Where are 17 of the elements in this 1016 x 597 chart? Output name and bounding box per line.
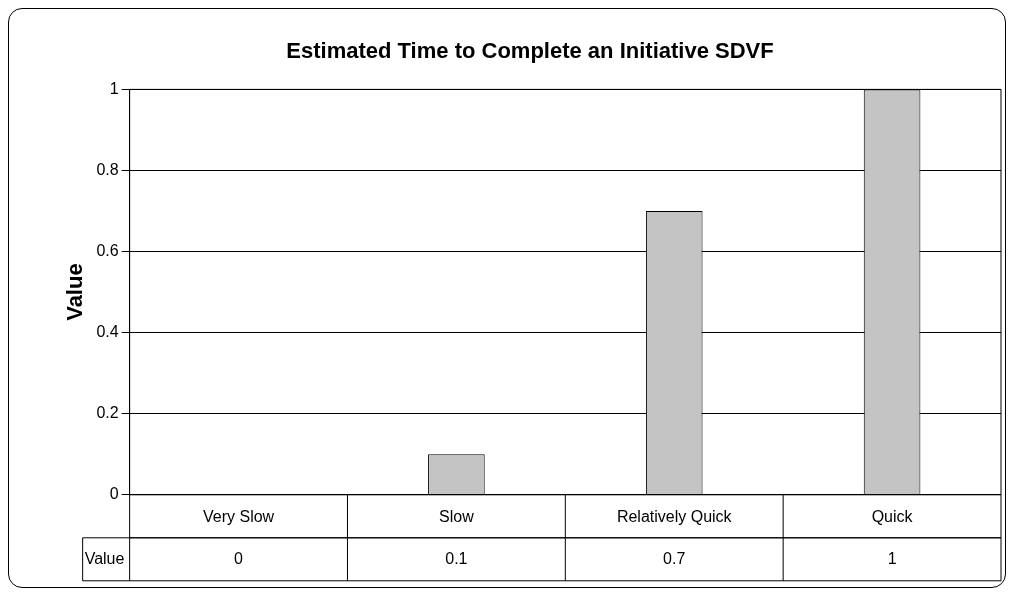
- y-tick-label: 1: [109, 79, 119, 97]
- data-label: 0: [234, 549, 244, 567]
- y-tick-label: 0.2: [96, 404, 119, 422]
- y-axis-title: Value: [62, 263, 88, 321]
- y-tick-label: 0.4: [96, 323, 119, 341]
- x-tick-label: Relatively Quick: [616, 507, 733, 525]
- data-label: 0.1: [445, 549, 468, 567]
- x-tick-label: Very Slow: [202, 507, 275, 525]
- y-tick-label: 0.8: [96, 160, 119, 178]
- x-tick-label: Slow: [439, 507, 475, 525]
- chart-title: Estimated Time to Complete an Initiative SDVF: [286, 38, 774, 64]
- x-tick-label: Quick: [871, 507, 914, 525]
- data-label: 1: [887, 549, 897, 567]
- data-label: 0.7: [663, 549, 686, 567]
- y-tick-label: 0.6: [96, 241, 119, 259]
- text: Value: [84, 549, 125, 567]
- y-tick-label: 0: [109, 485, 119, 503]
